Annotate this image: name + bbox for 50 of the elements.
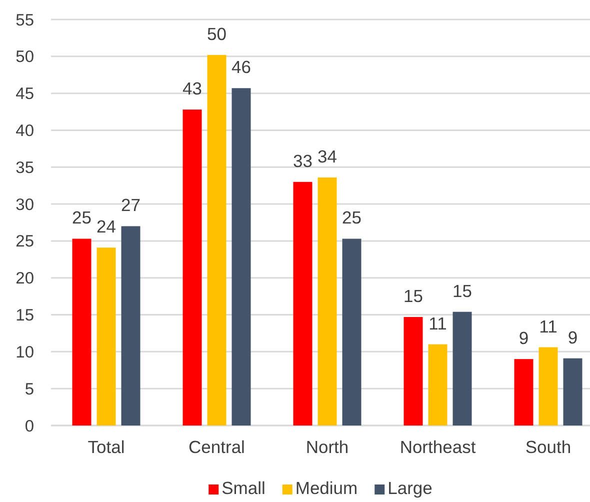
bar — [72, 238, 92, 426]
data-label: 25 — [72, 208, 92, 228]
bar — [318, 177, 337, 426]
legend-label: Medium — [295, 478, 358, 498]
bar — [342, 238, 362, 426]
data-label: 33 — [293, 150, 312, 171]
x-tick-label: Total — [88, 437, 125, 457]
x-tick-label: North — [306, 437, 349, 457]
y-tick-label: 5 — [24, 380, 34, 398]
bar — [538, 347, 558, 426]
y-tick-label: 30 — [16, 196, 34, 214]
data-label: 15 — [404, 286, 423, 306]
bar — [563, 358, 582, 426]
data-label: 11 — [428, 313, 447, 334]
data-label: 27 — [121, 195, 140, 216]
y-tick-label: 55 — [16, 11, 34, 30]
x-tick-label: Northeast — [400, 437, 476, 457]
y-tick-label: 20 — [16, 270, 34, 288]
data-label: 15 — [452, 280, 472, 301]
data-label: 24 — [96, 216, 116, 237]
data-label: 9 — [568, 327, 578, 348]
y-tick-label: 40 — [16, 122, 34, 140]
y-tick-label: 45 — [16, 85, 34, 104]
data-label: 11 — [539, 316, 558, 336]
y-tick-label: 25 — [16, 232, 34, 251]
x-tick-label: South — [525, 437, 572, 457]
bar — [452, 312, 472, 426]
y-tick-label: 0 — [24, 417, 34, 436]
bar — [207, 54, 226, 426]
x-tick-label: Central — [188, 437, 245, 457]
data-label: 46 — [232, 57, 251, 78]
bar — [96, 248, 116, 426]
data-label: 43 — [182, 78, 202, 99]
bar — [182, 110, 202, 426]
bar — [293, 182, 312, 426]
bar — [404, 316, 423, 426]
bar — [232, 88, 251, 426]
y-tick-label: 15 — [16, 306, 34, 325]
y-tick-label: 50 — [16, 48, 34, 66]
data-label: 9 — [518, 328, 529, 348]
legend-label: Small — [222, 478, 266, 498]
bar — [428, 344, 448, 426]
legend-label: Large — [388, 478, 432, 498]
data-label: 25 — [342, 208, 362, 228]
bar — [121, 226, 140, 426]
data-label: 50 — [207, 24, 227, 44]
bar — [514, 359, 534, 426]
y-tick-label: 10 — [16, 343, 34, 362]
y-tick-label: 35 — [16, 158, 34, 177]
data-label: 34 — [318, 146, 338, 166]
